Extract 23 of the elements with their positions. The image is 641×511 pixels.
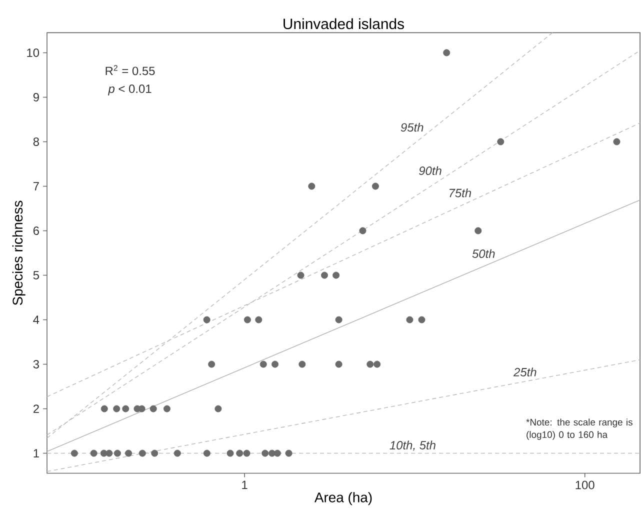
series-label: 95th — [400, 122, 424, 132]
annotation: R$^{2}$ = 0.55 — [106, 65, 155, 76]
series-label: 25th — [513, 368, 536, 376]
series-label: 10th, 5th — [390, 440, 436, 451]
series-label: 90th — [419, 166, 442, 175]
series-label: 50th — [472, 249, 495, 258]
y-tick-label: 5 — [33, 271, 40, 280]
annotation: *Note: the scale range is (log10) 0 to 160 ha — [526, 418, 632, 440]
annotation: p < 0.01 — [108, 84, 152, 96]
y-axis-title: Species richness — [12, 200, 26, 306]
y-tick-label: 1 — [34, 449, 39, 458]
x-tick-label: 100 — [576, 480, 594, 490]
y-tick-label: 2 — [33, 404, 39, 413]
y-tick-label: 7 — [33, 182, 39, 190]
series-label: 75th — [450, 188, 472, 198]
y-tick-label: 3 — [33, 360, 39, 368]
y-tick-label: 4 — [33, 316, 40, 324]
chart-title: Uninvaded islands — [284, 18, 404, 30]
y-tick-label: 6 — [33, 226, 39, 235]
y-tick-label: 8 — [33, 137, 39, 146]
y-tick-label: 10 — [27, 48, 40, 57]
y-tick-label: 9 — [33, 92, 39, 102]
x-axis-title: Area (ha) — [314, 492, 372, 506]
